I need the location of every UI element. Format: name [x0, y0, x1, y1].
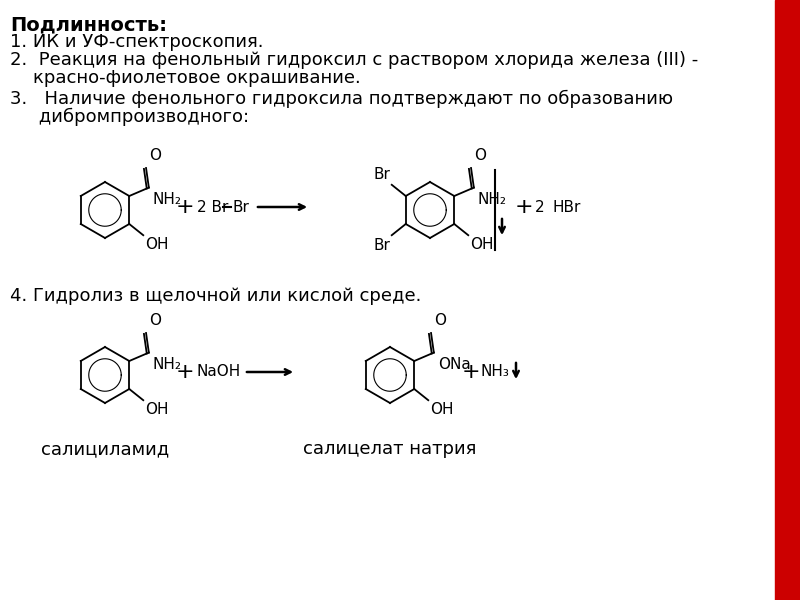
Text: NaOH: NaOH: [197, 364, 242, 379]
Text: +: +: [176, 362, 194, 382]
Text: ONa: ONa: [438, 356, 470, 371]
Text: NH₂: NH₂: [478, 191, 507, 206]
Text: Br: Br: [374, 238, 390, 253]
Text: OH: OH: [146, 402, 169, 417]
Text: Подлинность:: Подлинность:: [10, 15, 167, 34]
Text: 4. Гидролиз в щелочной или кислой среде.: 4. Гидролиз в щелочной или кислой среде.: [10, 287, 422, 305]
Text: Br: Br: [374, 167, 390, 182]
Text: +: +: [462, 362, 481, 382]
Text: салициламид: салициламид: [41, 440, 169, 458]
Text: NH₂: NH₂: [153, 356, 182, 371]
Text: NH₂: NH₂: [153, 191, 182, 206]
Text: 2 Br: 2 Br: [197, 199, 228, 214]
Text: OH: OH: [470, 237, 494, 252]
Text: красно-фиолетовое окрашивание.: красно-фиолетовое окрашивание.: [10, 69, 361, 87]
Text: OH: OH: [146, 237, 169, 252]
Text: +: +: [515, 197, 534, 217]
Text: HBr: HBr: [553, 199, 582, 214]
Text: дибромпроизводного:: дибромпроизводного:: [10, 108, 249, 126]
Text: OH: OH: [430, 402, 454, 417]
Text: 3.   Наличие фенольного гидроксила подтверждают по образованию: 3. Наличие фенольного гидроксила подтвер…: [10, 90, 673, 108]
Text: NH₃: NH₃: [480, 364, 509, 379]
Text: +: +: [176, 197, 194, 217]
Text: 2: 2: [535, 199, 545, 214]
Text: O: O: [149, 313, 161, 328]
Text: O: O: [149, 148, 161, 163]
Text: Br: Br: [232, 199, 249, 214]
Bar: [775, 0, 800, 600]
Text: салицелат натрия: салицелат натрия: [303, 440, 477, 458]
Text: O: O: [434, 313, 446, 328]
Text: O: O: [474, 148, 486, 163]
Text: 2.  Реакция на фенольный гидроксил с раствором хлорида железа (III) -: 2. Реакция на фенольный гидроксил с раст…: [10, 51, 698, 69]
Text: 1. ИК и УФ-спектроскопия.: 1. ИК и УФ-спектроскопия.: [10, 33, 263, 51]
